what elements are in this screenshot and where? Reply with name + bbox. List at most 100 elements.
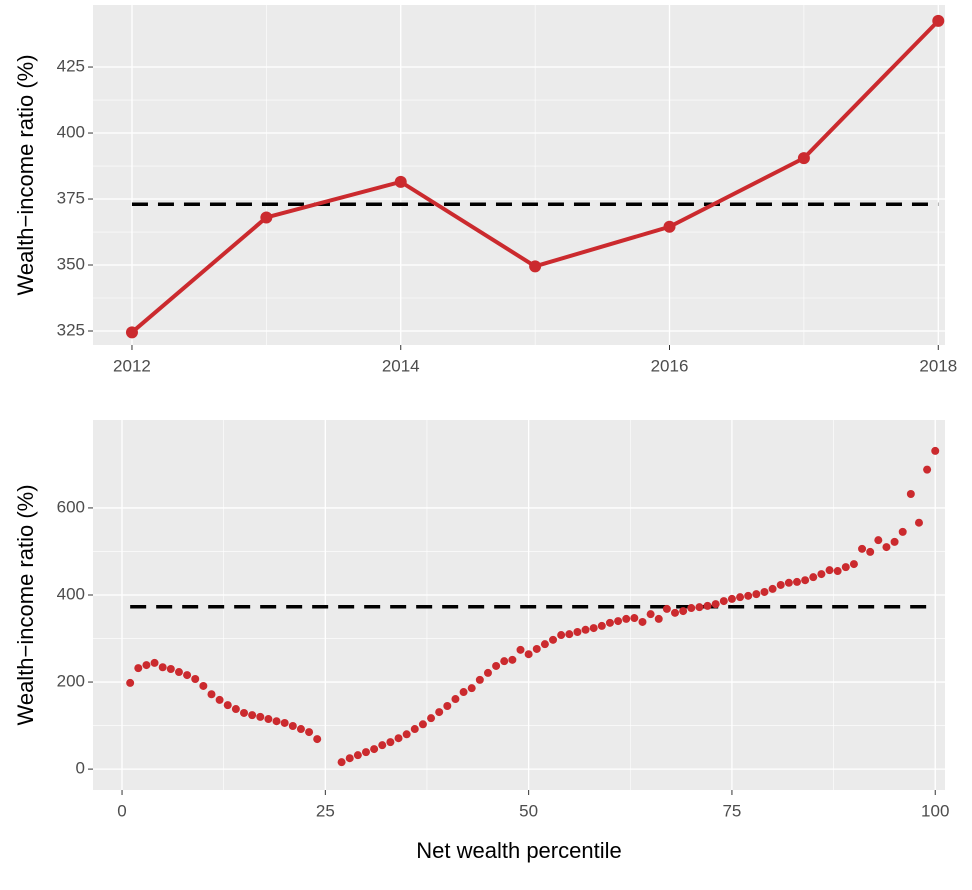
data-point <box>459 688 468 697</box>
data-point <box>906 490 915 498</box>
data-point <box>529 260 542 273</box>
data-point <box>849 560 858 569</box>
data-point <box>932 14 945 27</box>
data-point <box>483 668 492 677</box>
data-point <box>695 603 704 612</box>
data-point <box>313 735 322 744</box>
data-point <box>305 728 314 737</box>
data-point <box>410 725 419 734</box>
x-tick-label: 25 <box>316 801 335 820</box>
data-point <box>272 717 281 726</box>
data-point <box>744 591 753 600</box>
data-point <box>215 695 224 704</box>
data-point <box>866 547 875 556</box>
data-point <box>126 678 135 687</box>
data-point <box>801 576 810 585</box>
data-point <box>427 714 436 723</box>
data-point <box>614 617 623 626</box>
data-point <box>435 708 444 717</box>
data-point <box>296 725 305 734</box>
data-point <box>638 617 647 626</box>
data-point <box>768 584 777 593</box>
data-point <box>361 748 370 757</box>
data-point <box>662 604 671 613</box>
data-point <box>687 604 696 613</box>
data-point <box>719 597 728 606</box>
data-point <box>150 658 159 667</box>
data-point <box>199 681 208 690</box>
data-point <box>646 610 655 619</box>
x-tick-label: 50 <box>519 801 538 820</box>
data-point <box>776 580 785 589</box>
data-point <box>158 663 167 672</box>
data-point <box>345 754 354 763</box>
data-point <box>797 152 810 165</box>
data-point <box>817 570 826 579</box>
data-point <box>663 220 676 233</box>
data-point <box>418 720 427 729</box>
data-point <box>264 715 273 724</box>
data-point <box>467 684 476 693</box>
data-point <box>784 578 793 587</box>
data-point <box>386 738 395 747</box>
data-point <box>825 566 834 575</box>
data-point <box>231 705 240 714</box>
data-point <box>679 607 688 616</box>
panel-background <box>93 5 945 345</box>
data-point <box>508 655 517 664</box>
x-tick-label: 100 <box>921 801 949 820</box>
y-tick-label: 425 <box>57 57 85 76</box>
data-point <box>565 630 574 639</box>
data-point <box>711 600 720 609</box>
data-point <box>581 625 590 634</box>
data-point <box>378 741 387 750</box>
x-tick-label: 75 <box>722 801 741 820</box>
data-point <box>630 614 639 623</box>
data-point <box>166 664 175 673</box>
data-point <box>532 644 541 653</box>
data-point <box>500 657 509 666</box>
y-tick-label: 400 <box>57 584 85 603</box>
data-point <box>654 614 663 623</box>
data-point <box>191 675 200 683</box>
data-point <box>223 701 232 710</box>
data-point <box>671 608 680 617</box>
data-point <box>174 668 183 677</box>
data-point <box>557 631 566 640</box>
data-point <box>337 758 346 767</box>
data-point <box>125 326 138 339</box>
data-point <box>516 645 525 654</box>
data-point <box>394 734 403 743</box>
data-point <box>597 621 606 630</box>
data-point <box>402 730 411 739</box>
x-tick-label: 2016 <box>651 356 689 375</box>
data-point <box>752 590 761 599</box>
data-point <box>353 751 362 760</box>
x-tick-label: 0 <box>117 801 126 820</box>
data-point <box>573 627 582 636</box>
y-axis-title: Wealth−income ratio (%) <box>13 54 38 295</box>
data-point <box>475 675 484 684</box>
data-point <box>492 661 501 670</box>
data-point <box>240 708 249 717</box>
data-point <box>370 745 379 754</box>
y-tick-label: 400 <box>57 123 85 142</box>
y-tick-label: 350 <box>57 254 85 273</box>
x-tick-label: 2012 <box>113 356 151 375</box>
data-point <box>605 618 614 627</box>
data-point <box>841 563 850 572</box>
x-tick-label: 2018 <box>919 356 957 375</box>
data-point <box>134 664 143 673</box>
data-point <box>540 640 549 649</box>
y-axis-title: Wealth−income ratio (%) <box>13 484 38 725</box>
data-point <box>890 537 899 546</box>
data-point <box>858 544 867 553</box>
y-tick-label: 375 <box>57 189 85 208</box>
data-point <box>727 594 736 603</box>
data-point <box>874 536 883 545</box>
data-point <box>142 661 151 670</box>
data-point <box>792 577 801 586</box>
y-tick-label: 200 <box>57 672 85 691</box>
data-point <box>931 446 940 455</box>
